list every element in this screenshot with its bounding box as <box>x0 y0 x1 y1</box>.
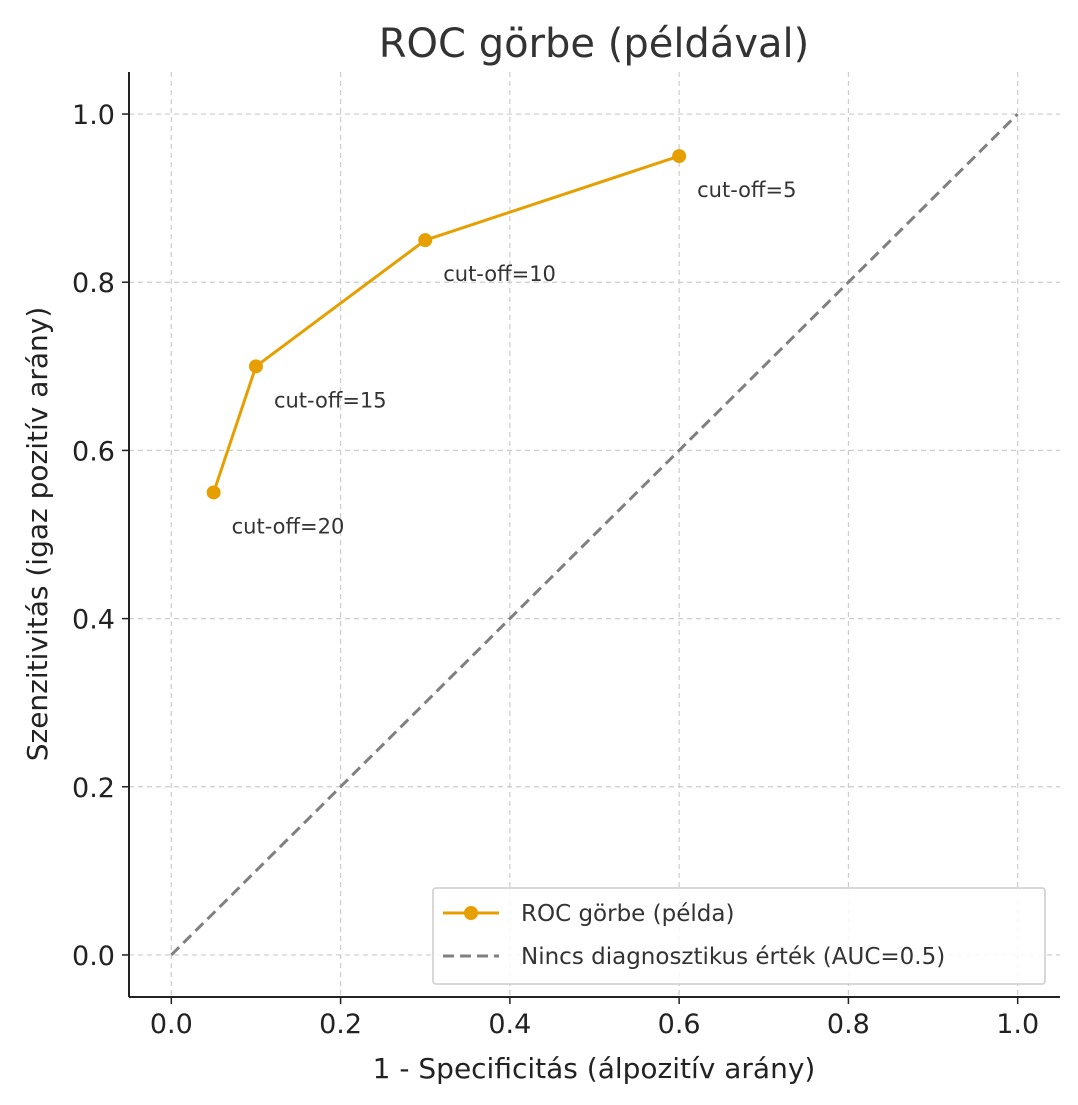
cutoff-label: cut-off=15 <box>274 388 387 412</box>
cutoff-label: cut-off=20 <box>232 514 345 538</box>
series-layer <box>170 112 1019 957</box>
legend-chance-label: Nincs diagnosztikus érték (AUC=0.5) <box>521 944 945 970</box>
roc-point <box>248 359 263 374</box>
x-ticks: 0.0 0.2 0.4 0.6 0.8 1.0 <box>150 997 1039 1040</box>
y-tick-label: 0.8 <box>72 268 115 299</box>
legend: ROC görbe (példa) Nincs diagnosztikus ér… <box>432 887 1046 985</box>
chance-diagonal-line <box>170 112 1019 957</box>
x-tick-label: 0.4 <box>488 1009 531 1040</box>
roc-point <box>672 149 687 164</box>
roc-point <box>206 485 221 500</box>
y-tick-label: 0.4 <box>72 605 115 636</box>
point-labels: cut-off=20 cut-off=15 cut-off=10 cut-off=5 <box>232 178 797 538</box>
chart-title: ROC görbe (példával) <box>379 21 809 67</box>
y-tick-label: 1.0 <box>72 100 115 131</box>
axes <box>128 72 1060 998</box>
cutoff-label: cut-off=10 <box>443 262 556 286</box>
y-ticks: 0.0 0.2 0.4 0.6 0.8 1.0 <box>72 100 129 972</box>
x-tick-label: 0.2 <box>319 1009 362 1040</box>
x-axis-label: 1 - Specificitás (álpozitív arány) <box>373 1052 816 1085</box>
legend-box <box>432 887 1046 985</box>
y-tick-label: 0.2 <box>72 773 115 804</box>
roc-curve-line <box>212 154 680 493</box>
y-tick-label: 0.6 <box>72 436 115 467</box>
y-tick-label: 0.0 <box>72 941 115 972</box>
x-tick-label: 0.6 <box>658 1009 701 1040</box>
x-tick-label: 1.0 <box>996 1009 1039 1040</box>
y-axis-label: Szenzitivitás (igaz pozitív arány) <box>21 307 54 762</box>
x-tick-label: 0.0 <box>150 1009 193 1040</box>
roc-point <box>418 233 433 248</box>
legend-roc-label: ROC görbe (példa) <box>521 901 734 927</box>
cutoff-label: cut-off=5 <box>697 178 796 202</box>
x-tick-label: 0.8 <box>827 1009 870 1040</box>
legend-roc-marker <box>464 906 478 920</box>
